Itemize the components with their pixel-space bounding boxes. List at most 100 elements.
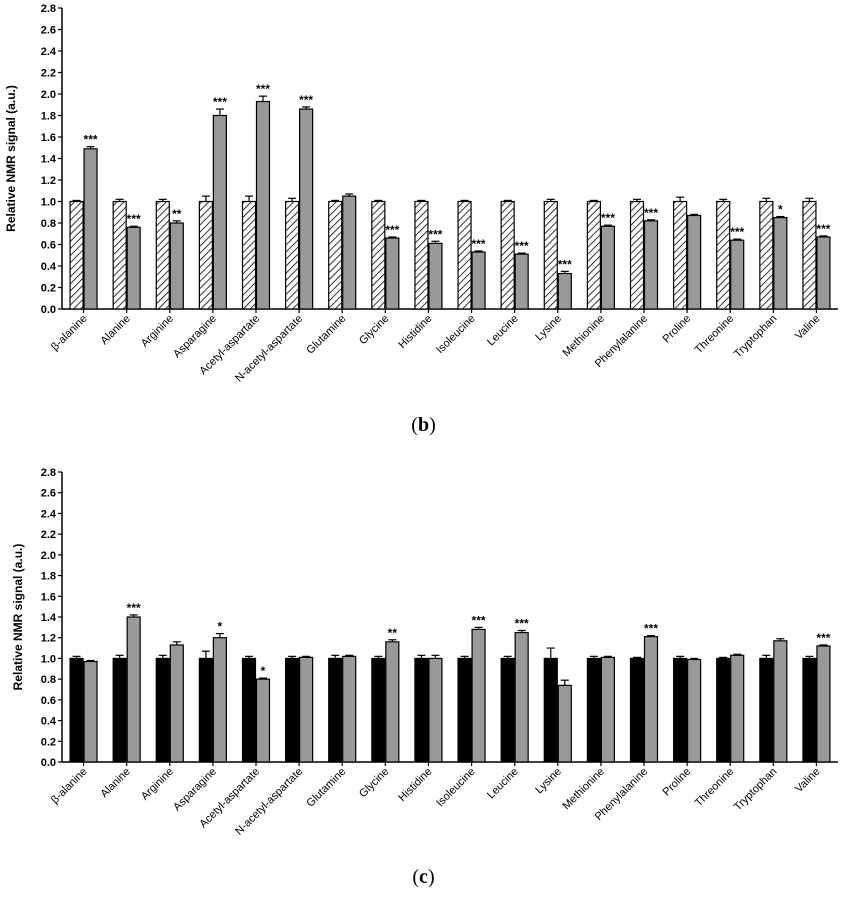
bar-control [112, 657, 127, 763]
y-tick-label: 0.2 [41, 283, 56, 295]
significance-label: *** [127, 601, 141, 615]
y-tick-label: 2.2 [41, 68, 56, 80]
y-tick-label: 2.0 [41, 550, 56, 562]
bar-control [759, 657, 774, 763]
significance-label: *** [213, 95, 227, 109]
y-tick-label: 1.6 [41, 132, 56, 144]
y-tick-label: 1.0 [41, 653, 56, 665]
bar-control [285, 200, 300, 310]
significance-label: *** [472, 613, 486, 627]
bar-control [371, 200, 386, 310]
y-tick-label: 1.2 [41, 175, 56, 187]
x-tick-label: Threonine [693, 766, 737, 810]
x-tick-label: Lysine [533, 766, 564, 797]
y-axis-label: Relative NMR signal (a.u.) [11, 544, 25, 691]
y-tick-label: 1.8 [41, 571, 56, 583]
bar-control [69, 657, 84, 763]
bar-treated [773, 217, 788, 310]
significance-label: *** [127, 212, 141, 226]
bar-control [629, 200, 645, 310]
y-tick-label: 0.4 [41, 261, 57, 273]
bar-control [802, 657, 817, 763]
bar-treated [600, 225, 615, 310]
bar-treated [687, 214, 702, 310]
x-tick-label: Methionine [560, 313, 607, 360]
x-tick-label: Proline [661, 313, 694, 346]
x-tick-label: Tryptophan [732, 313, 780, 361]
y-tick-label: 0.0 [41, 304, 56, 316]
y-tick-label: 0.6 [41, 240, 56, 252]
x-tick-label: Valine [793, 313, 823, 343]
bar-control [500, 657, 515, 763]
bar-control [457, 657, 472, 763]
bar-treated [126, 616, 141, 763]
bar-treated [299, 108, 314, 310]
y-tick-label: 0.6 [41, 695, 56, 707]
bar-control [586, 657, 601, 763]
x-tick-label: Glutamine [304, 313, 348, 357]
x-tick-label: Lysine [533, 313, 564, 344]
x-tick-label: Threonine [693, 313, 737, 357]
bar-control [112, 200, 127, 310]
chart-panel-b: 0.0 0.2 0.4 0.6 0.8 1.0 1.2 1.4 1.6 1.8 2.0 2.2 2.4 2… [4, 3, 838, 385]
bar-treated [471, 251, 486, 310]
bar-treated [816, 645, 831, 763]
bar-control [328, 200, 343, 310]
bar-control [198, 200, 213, 310]
y-tick-label: 2.4 [41, 508, 57, 520]
bar-treated [514, 631, 529, 763]
y-tick-label: 0.8 [41, 218, 56, 230]
bar-treated [643, 220, 659, 310]
y-tick-label: 2.0 [41, 89, 56, 101]
y-tick-label: 1.8 [41, 111, 56, 123]
x-tick-label: Glycine [357, 313, 391, 347]
x-tick-label: Histidine [396, 766, 434, 804]
bar-control [414, 657, 429, 763]
y-tick-label: 0.2 [41, 736, 56, 748]
bar-control [241, 200, 257, 310]
x-tick-label: Isoleucine [434, 313, 478, 357]
bar-treated [471, 628, 486, 763]
significance-label: *** [816, 631, 830, 645]
y-tick-label: 2.8 [41, 467, 56, 479]
bar-control [285, 657, 300, 763]
bar-treated [126, 226, 141, 310]
bar-treated [83, 660, 98, 763]
bar-treated [255, 100, 271, 310]
y-tick-label: 2.8 [41, 3, 56, 15]
x-tick-label: Leucine [485, 766, 521, 802]
significance-label: *** [515, 616, 529, 630]
bar-control [69, 200, 84, 310]
x-tick-label: Isoleucine [434, 766, 478, 810]
x-tick-label: Valine [793, 766, 823, 796]
y-tick-label: 2.2 [41, 529, 56, 541]
x-tick-label: Alanine [98, 766, 132, 800]
significance-label: *** [601, 211, 615, 225]
significance-label: *** [816, 222, 830, 236]
bar-treated [773, 640, 788, 763]
x-tick-label: Histidine [396, 313, 434, 351]
bar-treated [83, 148, 98, 310]
bar-control [716, 200, 731, 310]
bar-treated [557, 272, 572, 310]
significance-label: *** [385, 223, 399, 237]
y-tick-label: 1.2 [41, 633, 56, 645]
x-tick-label: Methionine [560, 766, 607, 813]
bar-control [716, 657, 731, 763]
bar-control [371, 657, 386, 763]
x-tick-label: Proline [661, 766, 694, 799]
bar-control [543, 657, 558, 763]
bar-control [198, 657, 213, 763]
y-tick-label: 1.4 [41, 612, 57, 624]
y-tick-label: 1.4 [41, 154, 57, 166]
bar-treated [428, 657, 443, 763]
x-tick-label: Arginine [139, 313, 176, 350]
x-tick-label: Glycine [357, 766, 391, 800]
bar-control [328, 657, 343, 763]
significance-label: *** [644, 206, 658, 220]
panel-label-c: (c) [412, 866, 435, 888]
bar-control [457, 200, 472, 310]
bar-control [673, 200, 688, 310]
x-tick-label: Leucine [485, 313, 521, 349]
y-tick-label: 1.6 [41, 591, 56, 603]
